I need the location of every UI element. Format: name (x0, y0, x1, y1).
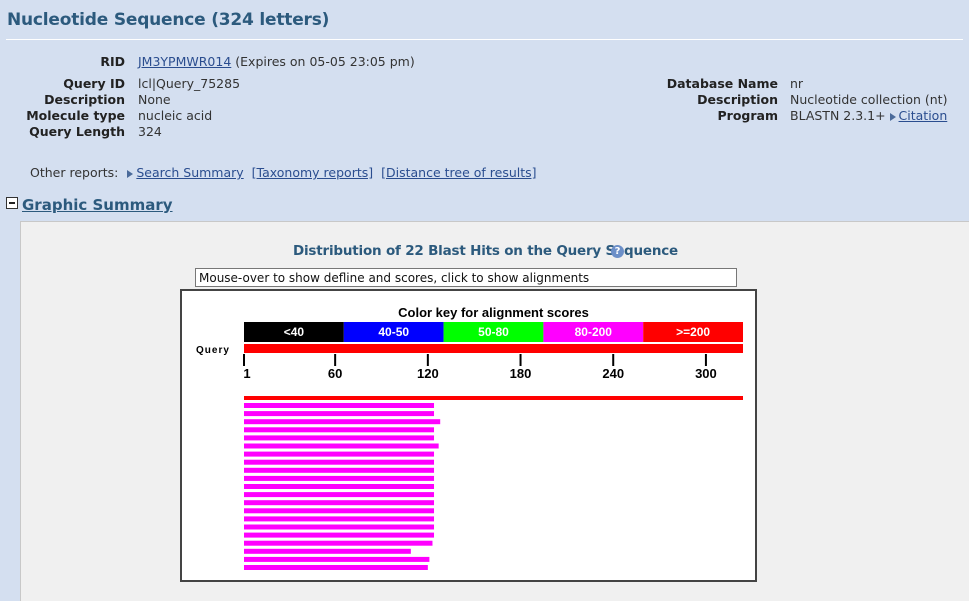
query-id-label: Query ID (63, 76, 125, 91)
color-key-4 (643, 322, 743, 342)
hit-bar-20 (244, 556, 430, 562)
tick-label-5: 300 (695, 366, 717, 381)
citation-link[interactable]: Citation (898, 108, 948, 123)
query-length-value: 324 (138, 124, 162, 139)
rid-expiry: (Expires on 05-05 23:05 pm) (235, 54, 415, 69)
tick-label-4: 240 (602, 366, 624, 381)
hit-bar-2 (244, 411, 435, 417)
collapse-icon[interactable] (6, 197, 18, 209)
header-divider (6, 39, 963, 40)
hit-bar-19 (244, 548, 411, 554)
blast-hits-svg: Color key for alignment scores <40 40-50 50… (196, 305, 743, 570)
hit-bar-17 (244, 532, 435, 538)
db-description-value: Nucleotide collection (nt) (790, 92, 948, 107)
color-key-1 (343, 322, 444, 342)
page-title: Nucleotide Sequence (324 letters) (7, 10, 330, 30)
hit-bar-3 (244, 419, 441, 425)
distribution-title: Distribution of 22 Blast Hits on the Que… (293, 243, 678, 259)
other-reports: Other reports: Search Summary [Taxonomy … (30, 165, 541, 180)
rid-link[interactable]: JM3YPMWR014 (138, 54, 232, 69)
hit-bar-6 (244, 443, 439, 449)
hit-bar-15 (244, 516, 435, 522)
taxonomy-reports-link[interactable]: [Taxonomy reports] (251, 165, 374, 180)
mouseover-info-box: Mouse-over to show defline and scores, c… (195, 268, 737, 287)
color-key-0 (244, 322, 344, 342)
tick-label-2: 120 (417, 366, 439, 381)
description-label: Description (44, 92, 125, 107)
color-key-2 (443, 322, 544, 342)
hit-bar-5 (244, 435, 435, 441)
hit-bar-11 (244, 484, 435, 489)
hit-bar-10 (244, 475, 435, 481)
hit-bar-7 (244, 451, 435, 457)
graphic-summary-link[interactable]: Graphic Summary (22, 196, 173, 214)
hit-bar-8 (244, 459, 435, 465)
program-value: BLASTN 2.3.1+ (790, 108, 886, 123)
database-name-label: Database Name (666, 76, 778, 91)
triangle-right-icon (889, 112, 896, 121)
hit-bar-16 (244, 524, 435, 530)
hit-bar-21 (244, 565, 428, 570)
color-key-label-4: >=200 (676, 325, 710, 339)
color-key-label-3: 80-200 (575, 325, 613, 339)
blast-hits-graph: Color key for alignment scores <40 40-50 50… (180, 289, 757, 582)
database-name-value: nr (790, 76, 804, 91)
hit-bar-12 (244, 492, 435, 498)
hit-bar-13 (244, 500, 435, 506)
tick-label-1: 60 (328, 366, 342, 381)
molecule-type-value: nucleic acid (138, 108, 213, 123)
color-key-label-0: <40 (284, 325, 305, 339)
query-id-value: lcl|Query_75285 (138, 76, 241, 91)
description-value: None (138, 92, 171, 107)
hit-bar-18 (244, 540, 433, 546)
tick-label-0: 1 (243, 366, 250, 381)
triangle-right-icon (127, 169, 134, 178)
db-description-label: Description (697, 92, 778, 107)
query-bar (244, 344, 743, 353)
query-length-label: Query Length (29, 124, 125, 139)
molecule-type-label: Molecule type (26, 108, 125, 123)
hit-bar-9 (244, 467, 435, 473)
rid-row: JM3YPMWR014 (Expires on 05-05 23:05 pm) (138, 54, 415, 69)
rid-label: RID (100, 54, 125, 69)
color-key-label-1: 40-50 (378, 325, 409, 339)
color-key-3 (543, 322, 644, 342)
help-icon[interactable]: ? (611, 245, 624, 258)
program-row: BLASTN 2.3.1+ Citation (790, 108, 947, 123)
other-reports-label: Other reports: (30, 165, 119, 180)
color-key-title: Color key for alignment scores (398, 305, 589, 320)
color-key-label-2: 50-80 (478, 325, 509, 339)
search-summary-link[interactable]: Search Summary (136, 165, 244, 180)
program-label: Program (717, 108, 779, 123)
hit-bar-14 (244, 508, 435, 514)
distance-tree-link[interactable]: [Distance tree of results] (381, 165, 537, 180)
hit-bar-0 (244, 396, 743, 400)
tick-label-3: 180 (510, 366, 532, 381)
hit-bar-4 (244, 427, 435, 433)
query-label: Query (196, 345, 230, 356)
hit-bar-1 (244, 403, 435, 408)
